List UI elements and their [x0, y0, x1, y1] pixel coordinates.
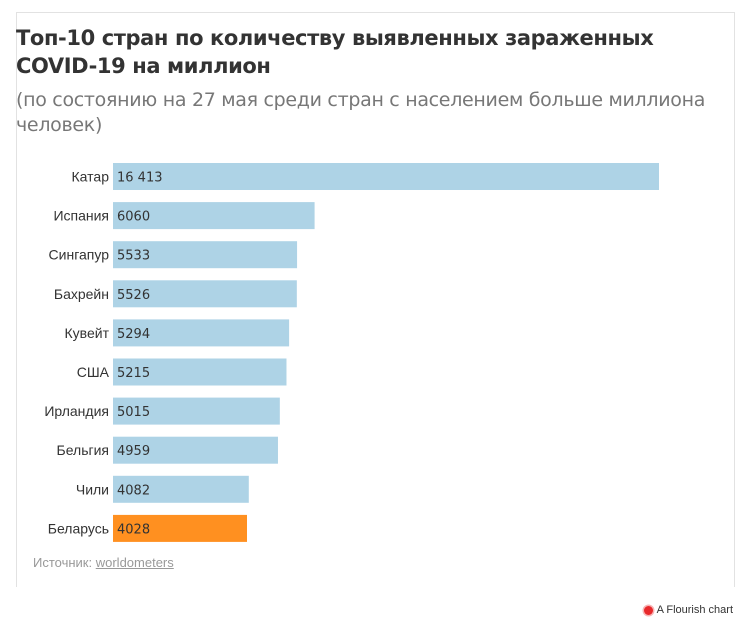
value-label: 5526 [117, 288, 150, 303]
category-label: Беларусь [48, 520, 109, 536]
category-label: Испания [53, 208, 109, 224]
category-label: Ирландия [44, 403, 109, 419]
source-prefix: Источник: [33, 555, 93, 570]
bar[interactable] [113, 514, 247, 542]
bar[interactable] [113, 475, 249, 503]
bar[interactable] [113, 397, 280, 425]
flourish-credit-label: A Flourish chart [656, 604, 733, 616]
category-label: Катар [72, 169, 110, 185]
category-label: США [77, 364, 110, 380]
value-label: 5015 [117, 405, 150, 420]
value-label: 4028 [117, 522, 150, 537]
category-label: Сингапур [49, 247, 110, 263]
bar-chart: Катар 16 413 Испания 6060 Сингапур 5533 Бахрей… [44, 163, 659, 542]
bar[interactable] [113, 436, 278, 464]
category-label: Бахрейн [54, 286, 109, 302]
bar[interactable] [113, 202, 315, 230]
chart-subtitle: (по состоянию на 27 мая среди стран с на… [16, 89, 706, 136]
flourish-credit[interactable]: A Flourish chart [643, 604, 733, 616]
bar[interactable] [113, 163, 659, 190]
bar[interactable] [113, 319, 290, 347]
value-label: 4959 [117, 444, 150, 459]
value-label: 16 413 [117, 171, 163, 186]
value-label: 5294 [117, 327, 150, 342]
category-label: Чили [76, 481, 109, 497]
category-label: Бельгия [57, 442, 109, 458]
category-label: Кувейт [65, 325, 110, 341]
value-label: 5533 [117, 249, 150, 264]
bar[interactable] [113, 358, 287, 386]
value-label: 5215 [117, 366, 150, 381]
source-note: Источник: worldometers [33, 555, 174, 570]
bar[interactable] [113, 280, 297, 308]
chart-title: Топ-10 стран по количеству выявленных за… [16, 26, 654, 78]
flourish-logo-icon [643, 605, 653, 615]
value-label: 6060 [117, 210, 150, 225]
value-label: 4082 [117, 483, 150, 498]
source-link[interactable]: worldometers [95, 555, 174, 570]
bar[interactable] [113, 241, 298, 269]
